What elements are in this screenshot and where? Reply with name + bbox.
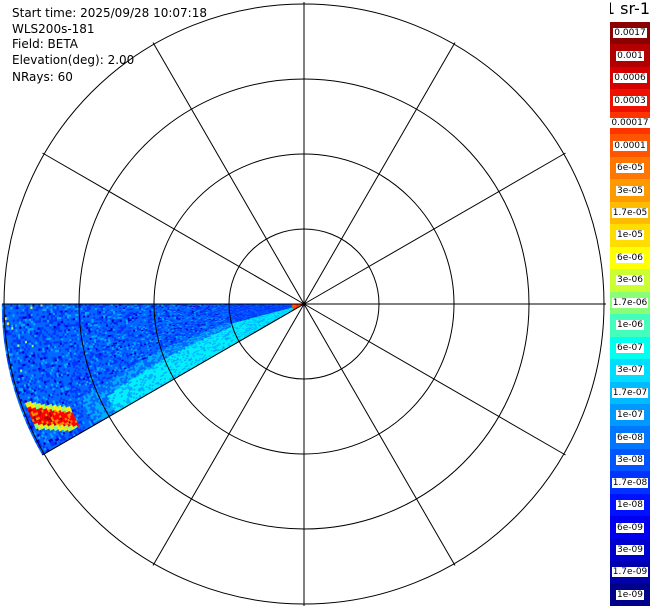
backscatter-data-layer <box>1 303 305 456</box>
ppi-scan-plot <box>1 2 606 606</box>
